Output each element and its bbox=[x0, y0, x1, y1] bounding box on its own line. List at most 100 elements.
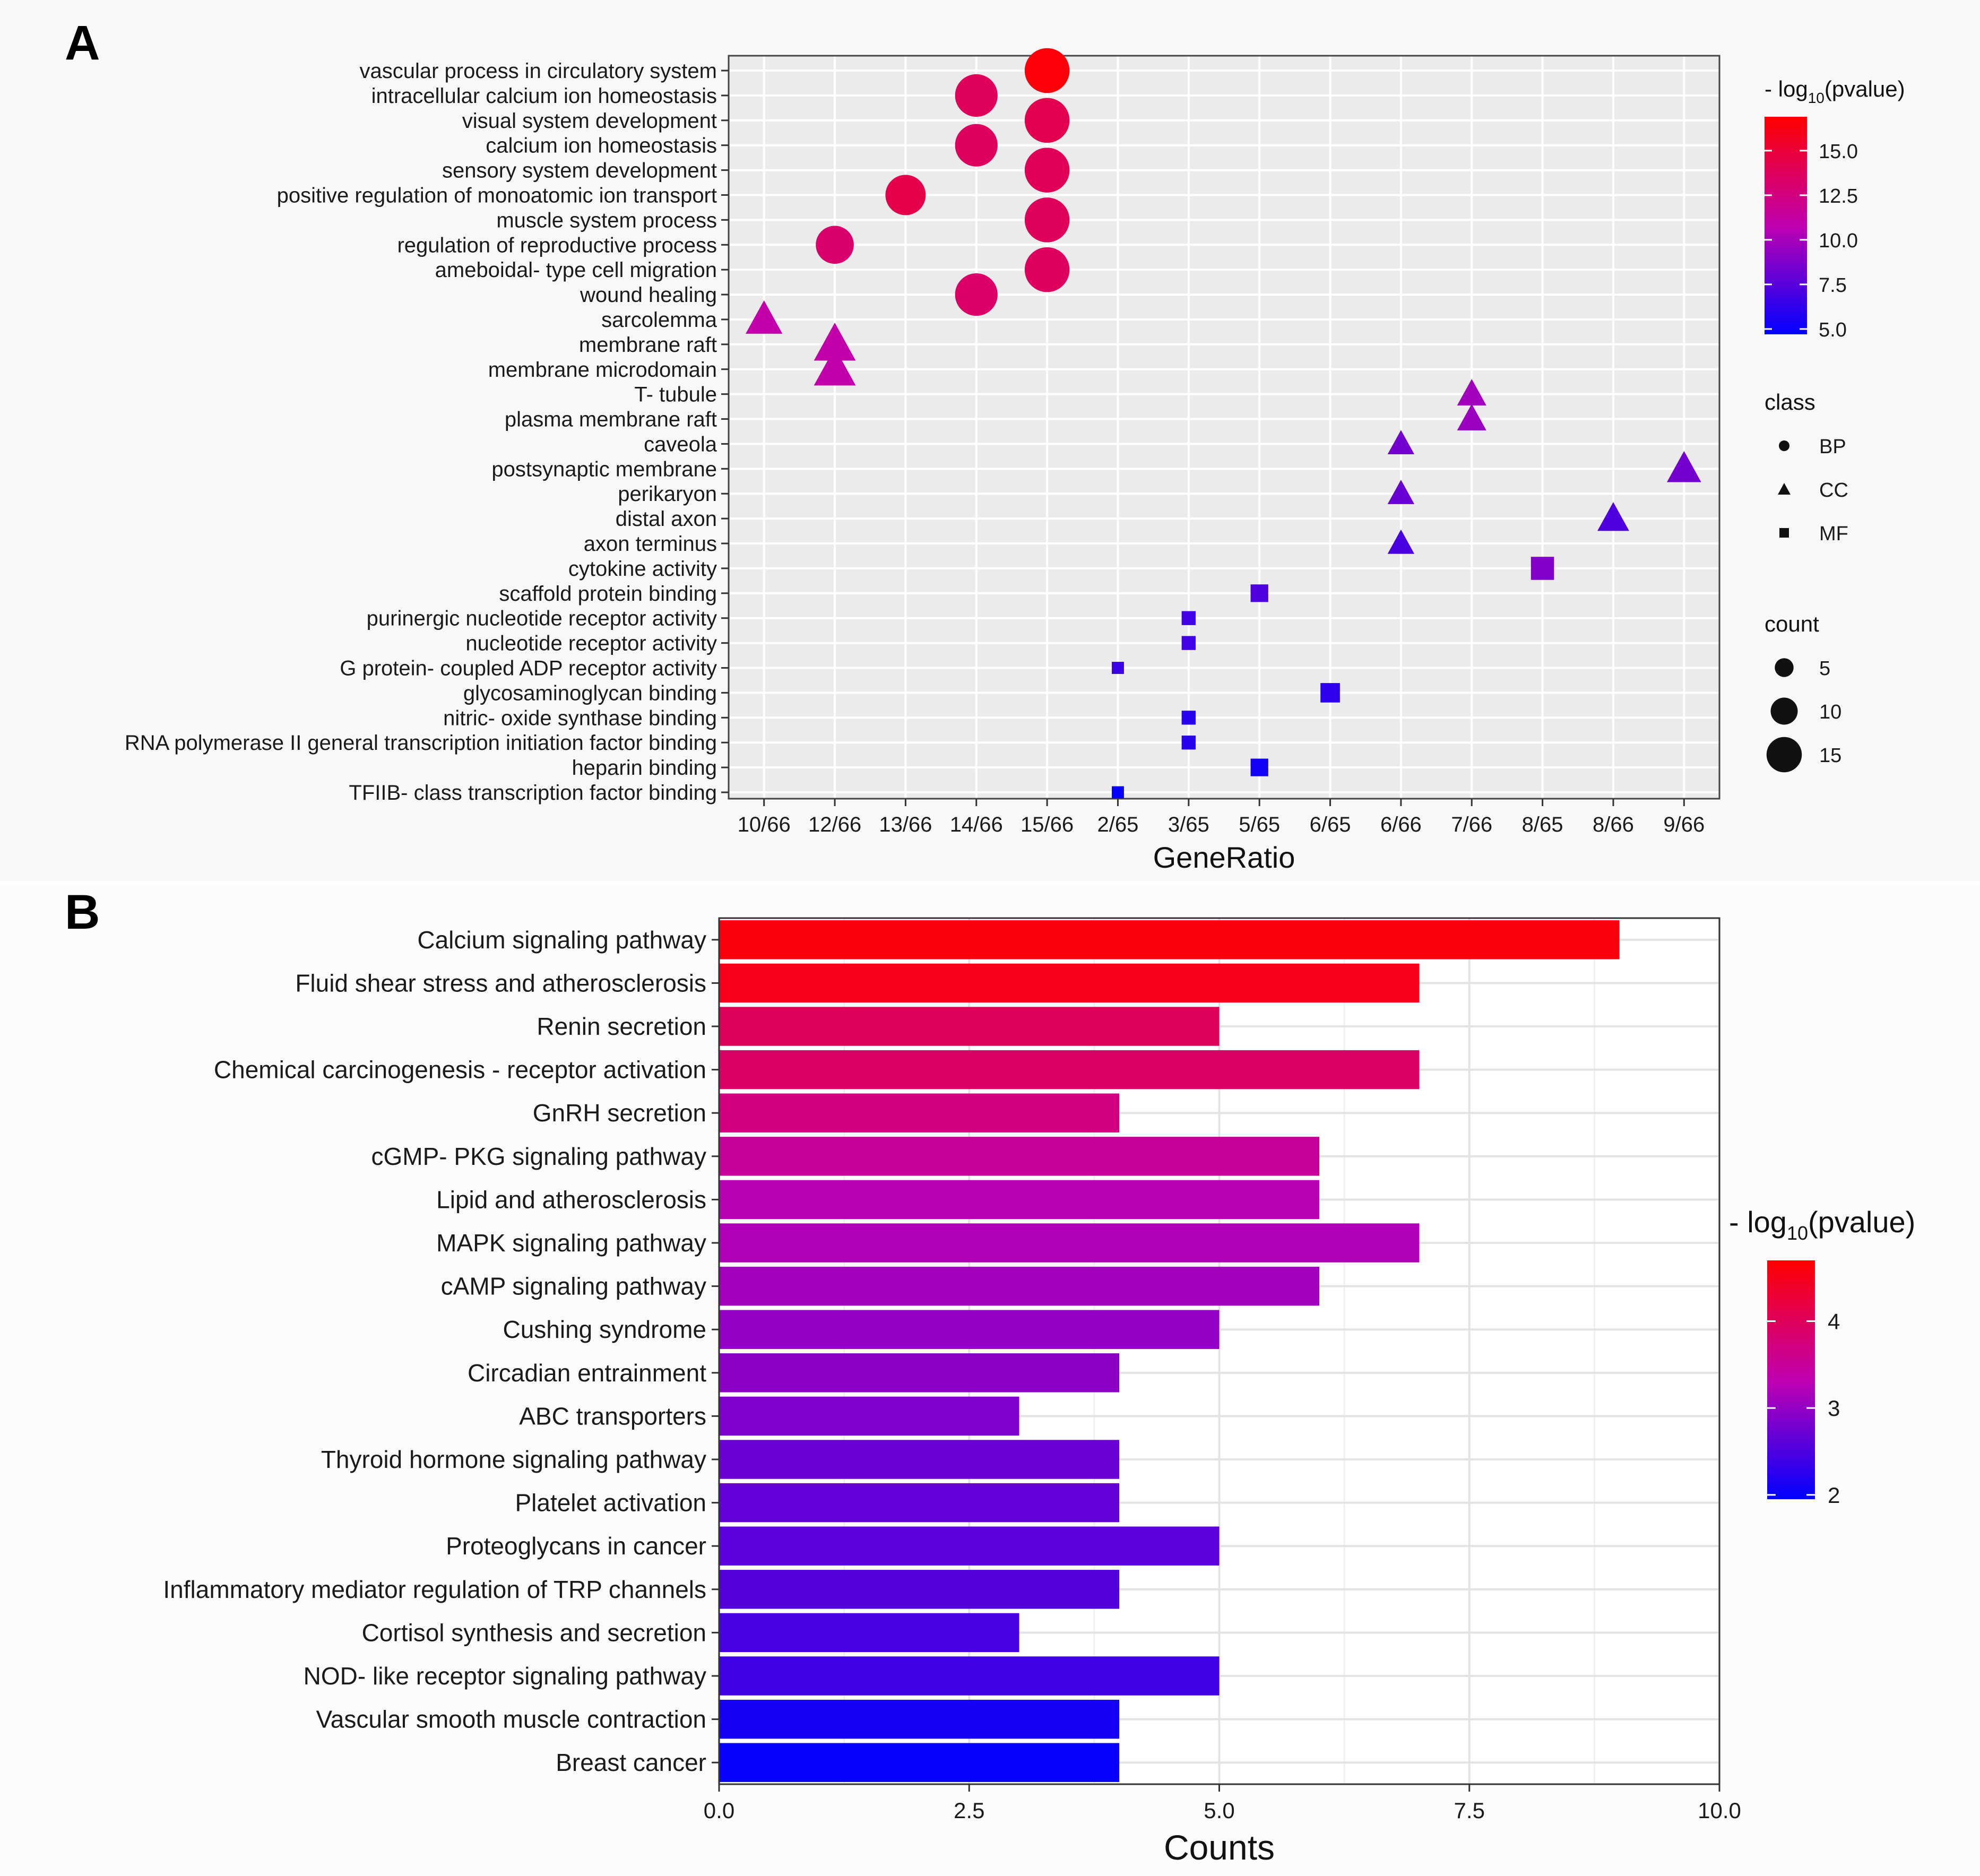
legend-count-label: 10 bbox=[1819, 701, 1841, 723]
y-tick-label: wound healing bbox=[580, 283, 717, 307]
x-tick-label: 6/65 bbox=[1310, 813, 1351, 836]
x-tick-label: 15/66 bbox=[1021, 813, 1074, 836]
legend-size-dot bbox=[1766, 737, 1802, 773]
point-bp bbox=[1024, 98, 1070, 143]
y-tick-label: Breast cancer bbox=[556, 1749, 706, 1776]
x-tick-label: 10.0 bbox=[1698, 1798, 1741, 1823]
color-bar-tick-label: 2 bbox=[1828, 1483, 1840, 1508]
point-cc bbox=[1457, 379, 1486, 406]
bar bbox=[719, 1613, 1019, 1653]
x-tick-label: 5.0 bbox=[1204, 1798, 1234, 1823]
panel-label-a: A bbox=[65, 16, 100, 70]
point-mf bbox=[1531, 557, 1554, 580]
y-tick-label: caveola bbox=[644, 433, 717, 456]
x-tick-label: 5/65 bbox=[1239, 813, 1280, 836]
point-mf bbox=[1250, 758, 1268, 776]
color-bar-tick-label: 4 bbox=[1828, 1309, 1840, 1334]
color-legend-title-a: - log10(pvalue) bbox=[1765, 76, 1905, 106]
y-tick-label: perikaryon bbox=[618, 482, 717, 506]
x-tick-label: 8/66 bbox=[1593, 813, 1634, 836]
point-mf bbox=[1112, 662, 1124, 674]
y-tick-label: membrane raft bbox=[579, 333, 717, 357]
y-tick-label: nitric- oxide synthase binding bbox=[443, 706, 717, 730]
bar bbox=[719, 1743, 1119, 1782]
x-tick-label: 8/65 bbox=[1522, 813, 1563, 836]
point-bp bbox=[955, 74, 998, 117]
point-bp bbox=[1024, 247, 1070, 292]
point-mf bbox=[1112, 786, 1124, 799]
y-tick-label: intracellular calcium ion homeostasis bbox=[371, 84, 717, 108]
y-tick-label: heparin binding bbox=[572, 756, 717, 780]
y-tick-label: purinergic nucleotide receptor activity bbox=[367, 607, 717, 630]
plot-panel-a-background bbox=[729, 56, 1719, 799]
y-tick-label: Inflammatory mediator regulation of TRP … bbox=[163, 1576, 706, 1603]
panel-b: Calcium signaling pathway Fluid shear str… bbox=[65, 885, 1915, 1867]
bar bbox=[719, 1440, 1119, 1479]
y-tick-label: Cortisol synthesis and secretion bbox=[362, 1619, 706, 1646]
bar bbox=[719, 1180, 1319, 1220]
point-bp bbox=[955, 124, 998, 167]
y-tick-label: MAPK signaling pathway bbox=[436, 1229, 706, 1257]
bar bbox=[719, 1353, 1119, 1393]
y-tick-label: G protein- coupled ADP receptor activity bbox=[340, 657, 717, 680]
y-tick-label: postsynaptic membrane bbox=[491, 457, 717, 481]
y-tick-label: muscle system process bbox=[496, 209, 717, 232]
y-tick-label: sensory system development bbox=[442, 159, 717, 183]
count-legend-title: count bbox=[1765, 611, 1819, 636]
y-tick-label: Renin secretion bbox=[537, 1013, 706, 1040]
bar bbox=[719, 1223, 1420, 1263]
x-tick-label: 2.5 bbox=[954, 1798, 984, 1823]
point-cc bbox=[1597, 502, 1629, 531]
y-tick-label: Thyroid hormone signaling pathway bbox=[321, 1446, 706, 1473]
y-tick-label: vascular process in circulatory system bbox=[359, 59, 717, 83]
point-mf bbox=[1181, 636, 1196, 650]
y-tick-label: Proteoglycans in cancer bbox=[446, 1532, 706, 1560]
x-tick-label: 3/65 bbox=[1168, 813, 1209, 836]
legend-count-label: 5 bbox=[1819, 658, 1830, 680]
y-tick-label: nucleotide receptor activity bbox=[465, 632, 717, 655]
x-tick-label: 7/66 bbox=[1451, 813, 1492, 836]
bar bbox=[719, 1093, 1119, 1132]
y-tick-label: ABC transporters bbox=[519, 1402, 706, 1430]
point-mf bbox=[1320, 683, 1340, 703]
legend-shape-bp bbox=[1779, 440, 1789, 451]
x-tick-label: 0.0 bbox=[704, 1798, 734, 1823]
y-tick-label: T- tubule bbox=[634, 383, 717, 407]
point-mf bbox=[1181, 736, 1196, 750]
color-bar-tick-label: 12.5 bbox=[1819, 185, 1858, 208]
y-tick-label: ameboidal- type cell migration bbox=[435, 258, 717, 282]
point-cc bbox=[814, 323, 856, 361]
class-legend-title: class bbox=[1765, 390, 1815, 414]
color-bar-tick-label: 5.0 bbox=[1819, 319, 1847, 341]
panel-a: vascular process in circulatory systemin… bbox=[65, 16, 1905, 874]
bar bbox=[719, 1137, 1319, 1176]
y-tick-label: axon terminus bbox=[584, 532, 717, 556]
y-tick-label: GnRH secretion bbox=[533, 1099, 706, 1127]
color-bar-tick-label: 3 bbox=[1828, 1396, 1840, 1421]
legend-class-label: MF bbox=[1819, 523, 1848, 545]
color-bar-b bbox=[1767, 1260, 1815, 1499]
point-bp bbox=[816, 226, 854, 264]
point-cc bbox=[1457, 403, 1486, 430]
point-bp bbox=[1024, 48, 1070, 93]
point-bp bbox=[1024, 148, 1070, 193]
panel-label-b: B bbox=[65, 885, 100, 939]
bar bbox=[719, 1310, 1220, 1349]
y-tick-label: glycosaminoglycan binding bbox=[463, 681, 717, 705]
y-tick-label: Calcium signaling pathway bbox=[417, 926, 706, 954]
bar bbox=[719, 1570, 1119, 1609]
legend-size-dot bbox=[1770, 697, 1798, 725]
y-tick-label: cGMP- PKG signaling pathway bbox=[371, 1143, 707, 1170]
color-legend-title-b: - log10(pvalue) bbox=[1729, 1205, 1915, 1244]
y-tick-label: positive regulation of monoatomic ion tr… bbox=[277, 184, 717, 207]
point-cc bbox=[1387, 480, 1415, 504]
legend-class-label: BP bbox=[1819, 436, 1846, 458]
y-tick-label: Lipid and atherosclerosis bbox=[436, 1186, 706, 1213]
x-tick-label: 6/66 bbox=[1380, 813, 1422, 836]
x-tick-label: 9/66 bbox=[1663, 813, 1705, 836]
y-tick-label: TFIIB- class transcription factor bindin… bbox=[349, 781, 717, 805]
bar bbox=[719, 1699, 1119, 1739]
bar bbox=[719, 1050, 1420, 1090]
